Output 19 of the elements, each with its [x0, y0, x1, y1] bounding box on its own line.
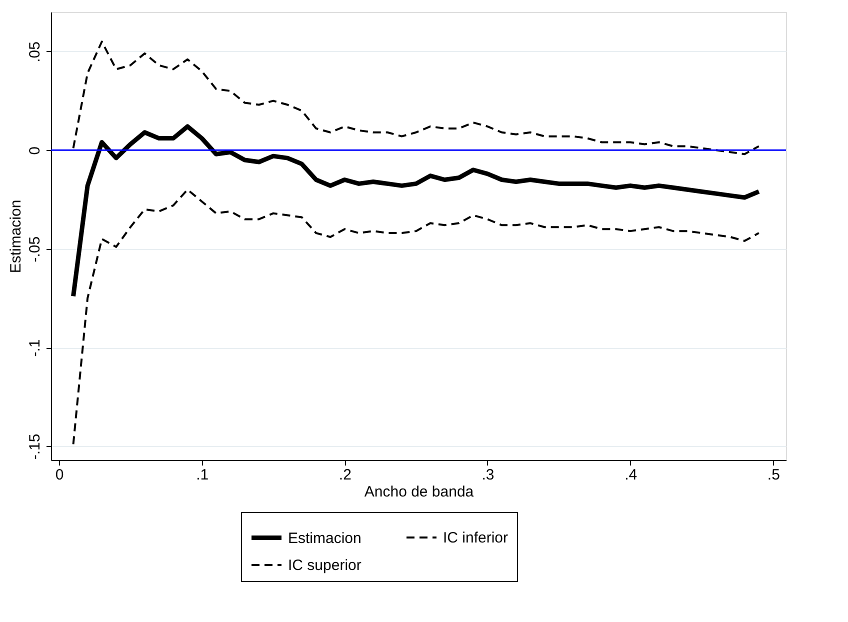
line-series	[72, 188, 760, 446]
x-tick-label: .1	[196, 466, 209, 484]
line-series	[72, 40, 760, 156]
legend-label: IC inferior	[443, 530, 508, 546]
y-tick-label: -.05	[26, 236, 44, 262]
x-tick-label: .5	[767, 466, 780, 484]
x-tick-label: 0	[55, 466, 64, 484]
y-tick-label: 0	[26, 146, 44, 155]
x-tick-label: .4	[624, 466, 638, 484]
y-tick-label: -.1	[26, 339, 44, 357]
y-axis-title: Estimacion	[8, 200, 24, 274]
legend-label: Estimacion	[288, 530, 362, 547]
y-tick-label: .05	[26, 42, 44, 62]
x-tick-label: .3	[482, 466, 494, 484]
line-series	[71, 124, 762, 298]
y-tick-label: -.15	[26, 434, 44, 460]
legend-label: IC superior	[288, 557, 362, 574]
x-tick-label: .2	[338, 466, 352, 484]
x-axis-title: Ancho de banda	[364, 484, 474, 500]
